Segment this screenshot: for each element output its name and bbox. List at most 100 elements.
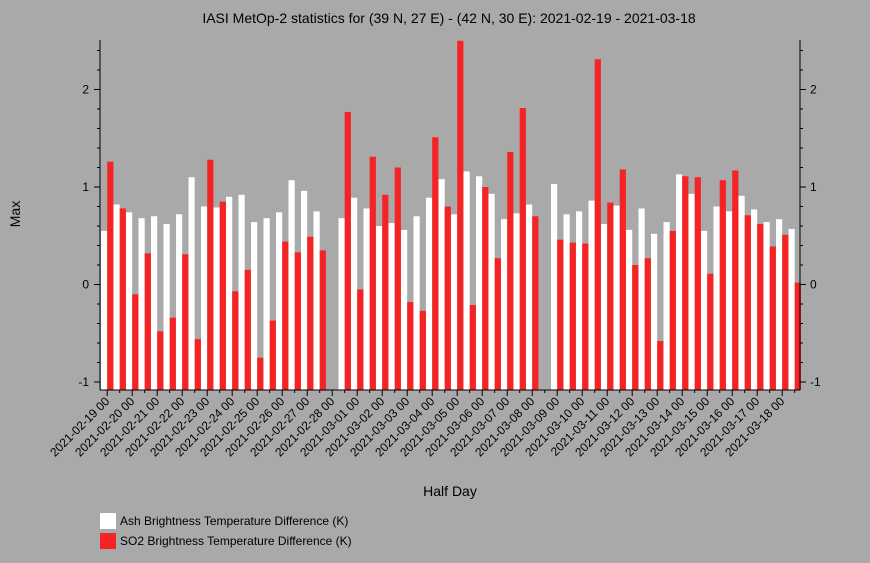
bar-so2 (469, 304, 476, 390)
bar-ash (726, 211, 733, 390)
bar-so2 (532, 216, 539, 390)
bar-so2 (769, 246, 776, 390)
bar-ash (501, 219, 508, 390)
bar-ash (151, 216, 158, 390)
bar-so2 (619, 169, 626, 390)
bar-ash (613, 205, 620, 390)
y-tick-label-right: 1 (810, 180, 817, 194)
bar-ash (163, 224, 170, 390)
legend-swatch-so2 (100, 533, 116, 549)
bar-ash (276, 212, 283, 390)
bar-ash (588, 200, 595, 390)
bar-ash (363, 208, 370, 390)
bar-ash (401, 229, 408, 390)
bar-so2 (557, 239, 564, 390)
bar-ash (638, 208, 645, 390)
bar-ash (751, 209, 758, 390)
bar-so2 (219, 201, 226, 390)
bars (101, 40, 801, 390)
bar-so2 (407, 302, 414, 390)
bar-so2 (757, 224, 764, 390)
bar-so2 (207, 159, 214, 390)
legend-item-so2: SO2 Brightness Temperature Difference (K… (100, 531, 352, 551)
y-tick-label-left: 0 (82, 278, 89, 292)
bar-ash (188, 177, 195, 390)
bar-ash (476, 176, 483, 390)
bar-ash (551, 184, 558, 390)
bar-ash (101, 230, 108, 390)
bar-so2 (344, 111, 351, 390)
bar-so2 (694, 177, 701, 390)
bar-so2 (594, 59, 601, 390)
bar-ash (463, 171, 470, 390)
bar-so2 (519, 108, 526, 390)
bar-ash (763, 222, 770, 390)
bar-so2 (182, 254, 189, 390)
bar-so2 (294, 252, 301, 390)
bar-so2 (357, 289, 364, 390)
bar-so2 (457, 40, 464, 390)
bar-ash (576, 211, 583, 390)
bar-ash (426, 197, 433, 390)
bar-so2 (419, 310, 426, 390)
bar-ash (388, 223, 395, 390)
bar-so2 (307, 236, 314, 390)
bar-ash (488, 193, 495, 390)
y-tick-label-right: -1 (810, 375, 821, 389)
bar-so2 (719, 180, 726, 390)
bar-so2 (257, 357, 264, 390)
bar-ash (651, 233, 658, 390)
bar-ash (313, 211, 320, 390)
bar-so2 (607, 202, 614, 390)
bar-ash (451, 214, 458, 390)
bar-ash (113, 204, 120, 390)
x-axis-label: Half Day (423, 483, 477, 499)
bar-ash (376, 226, 383, 390)
bar-so2 (507, 151, 514, 390)
bar-so2 (394, 167, 401, 390)
bar-ash (251, 222, 258, 390)
bar-so2 (169, 317, 176, 390)
bar-so2 (119, 208, 126, 390)
bar-so2 (744, 215, 751, 390)
bar-ash (738, 195, 745, 390)
bar-ash (338, 218, 345, 390)
bar-ash (238, 194, 245, 390)
bar-so2 (644, 258, 651, 390)
legend-item-ash: Ash Brightness Temperature Difference (K… (100, 511, 352, 531)
bar-so2 (794, 282, 801, 390)
y-axis-label: Max (7, 201, 23, 227)
bar-so2 (382, 194, 389, 390)
bar-so2 (232, 291, 239, 390)
y-tick-label-left: 1 (82, 180, 89, 194)
bar-so2 (432, 137, 439, 390)
y-tick-label-right: 0 (810, 278, 817, 292)
chart-title: IASI MetOp-2 statistics for (39 N, 27 E)… (202, 10, 696, 26)
bar-ash (626, 229, 633, 390)
bar-ash (776, 219, 783, 390)
y-tick-label-left: 2 (82, 83, 89, 97)
bar-so2 (144, 253, 151, 390)
bar-so2 (782, 234, 789, 390)
bar-so2 (482, 187, 489, 390)
bar-so2 (157, 331, 164, 390)
bar-ash (563, 214, 570, 390)
bar-ash (413, 216, 420, 390)
bar-so2 (132, 294, 139, 390)
bar-ash (663, 222, 670, 390)
bar-so2 (732, 170, 739, 390)
bar-ash (713, 206, 720, 390)
bar-so2 (682, 176, 689, 390)
bar-so2 (569, 242, 576, 390)
bar-ash (601, 224, 608, 390)
bar-ash (138, 218, 145, 390)
bar-so2 (632, 265, 639, 390)
bar-so2 (194, 339, 201, 390)
legend-swatch-ash (100, 513, 116, 529)
bar-so2 (319, 250, 326, 390)
bar-so2 (369, 156, 376, 390)
bar-so2 (707, 273, 714, 390)
bar-ash (301, 190, 308, 390)
